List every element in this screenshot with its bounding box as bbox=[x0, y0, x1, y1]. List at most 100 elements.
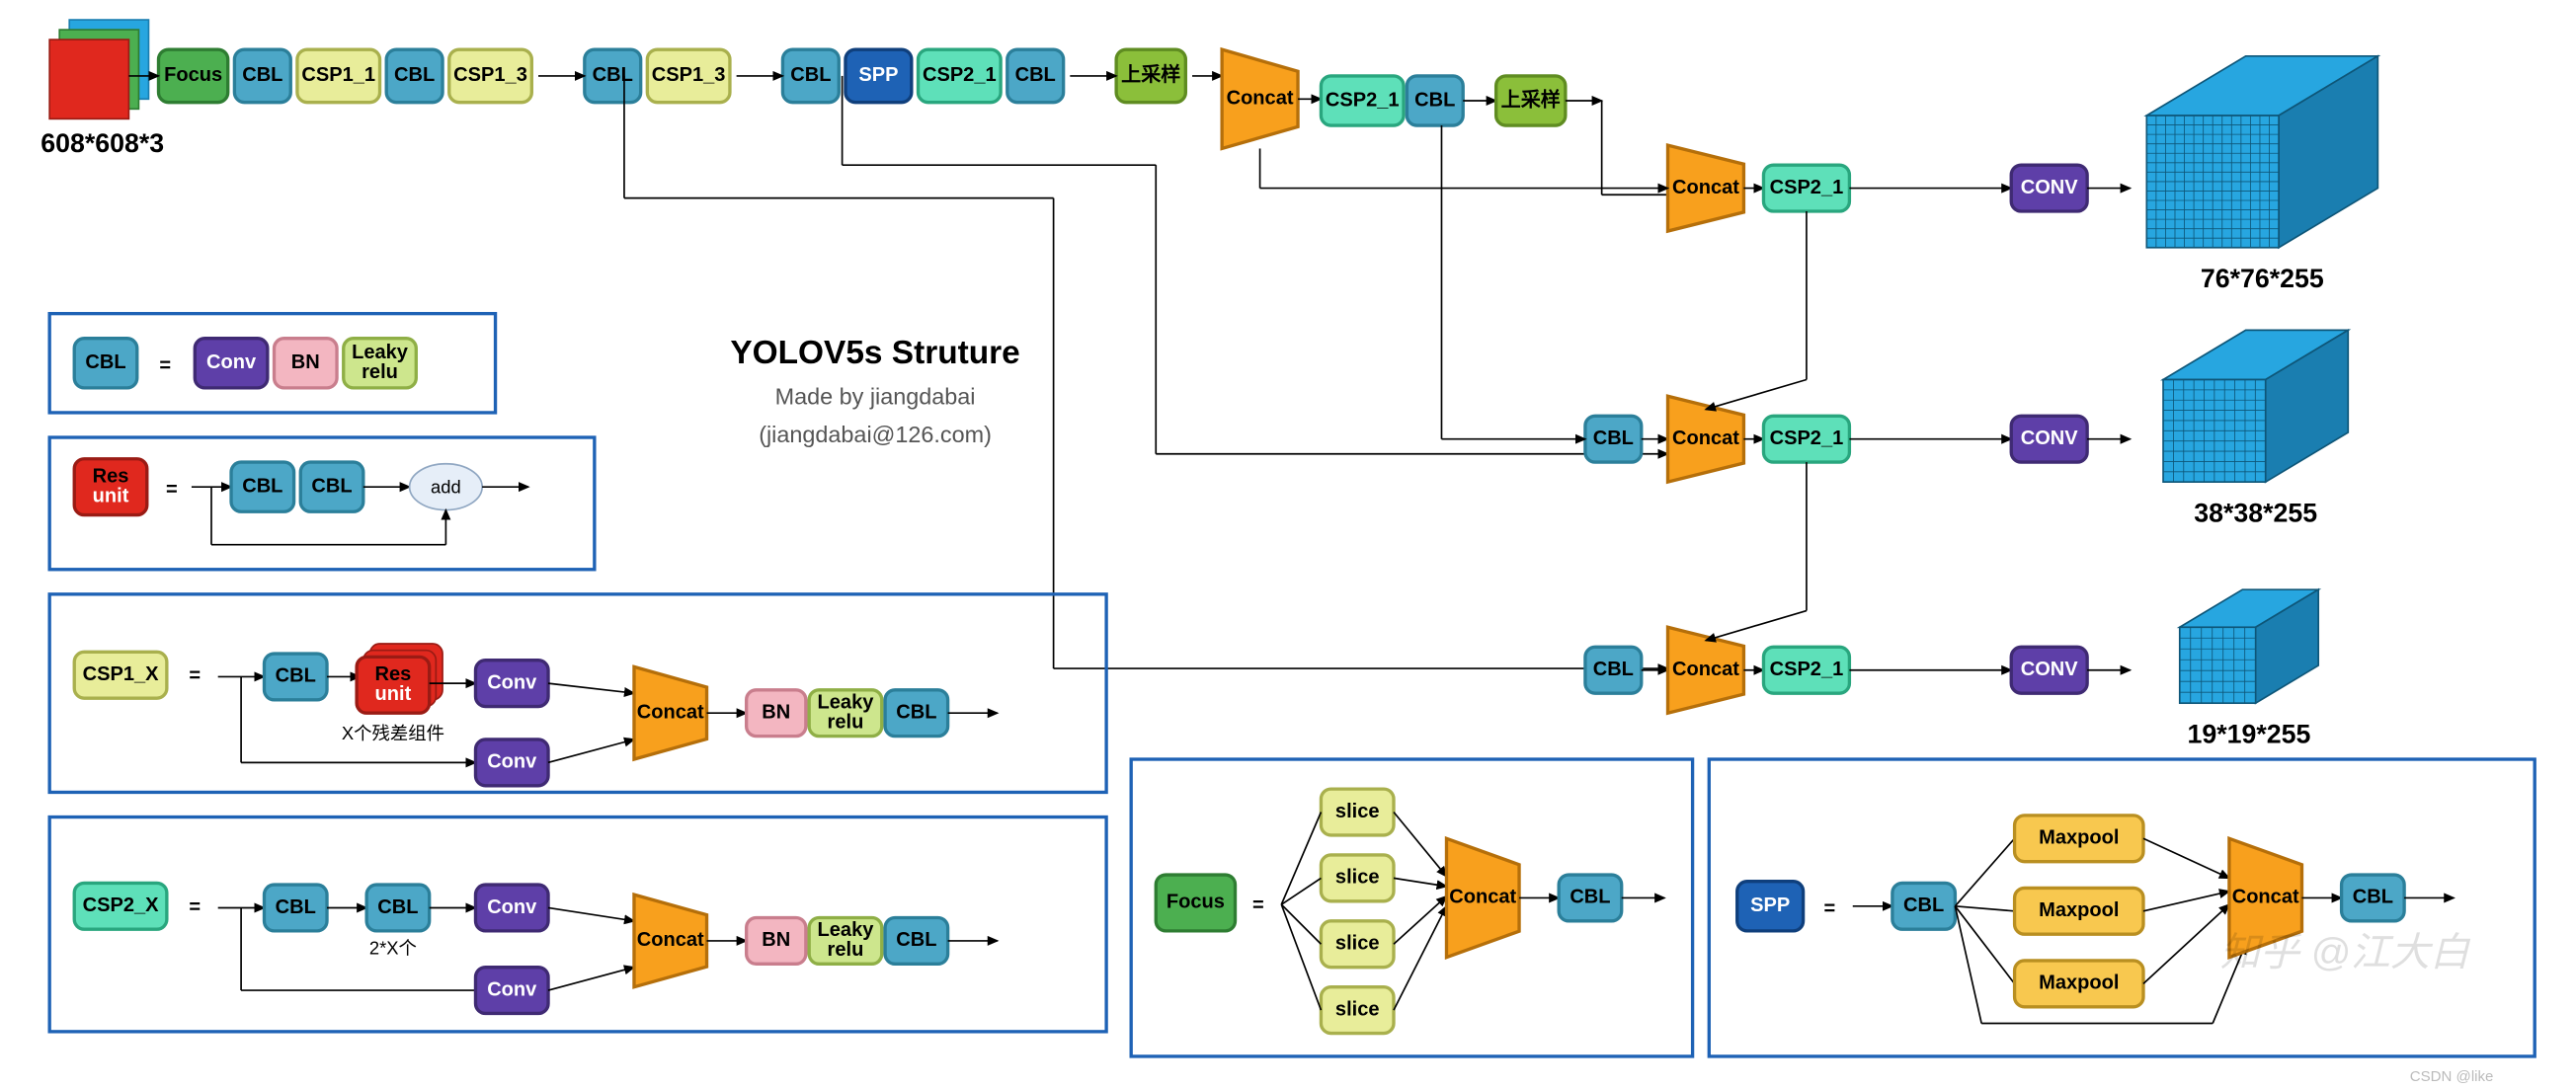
leg-res-cbl2 bbox=[300, 462, 363, 511]
arrow bbox=[1394, 813, 1446, 877]
arrow bbox=[548, 907, 634, 920]
pf-cbl bbox=[1559, 875, 1622, 921]
cbl-pre-c3 bbox=[1585, 647, 1642, 693]
leg-res bbox=[74, 459, 147, 515]
svg-text:=: = bbox=[166, 479, 178, 501]
ps-max1 bbox=[2015, 888, 2143, 934]
leg-csp2x bbox=[74, 883, 167, 929]
csp1-res bbox=[357, 657, 430, 713]
pf-slice1 bbox=[1321, 855, 1394, 901]
arrow bbox=[1394, 878, 1446, 886]
arrow bbox=[2143, 892, 2229, 911]
concat1 bbox=[1222, 49, 1298, 148]
leg-cbl bbox=[74, 339, 137, 388]
svg-text:=: = bbox=[1252, 895, 1264, 916]
cube3-front bbox=[2180, 627, 2256, 703]
pf-slice3 bbox=[1321, 987, 1394, 1034]
svg-text:X个残差组件: X个残差组件 bbox=[342, 723, 444, 743]
csp2-concat bbox=[634, 895, 707, 987]
csp1-concat bbox=[634, 666, 707, 759]
pf-concat bbox=[1446, 838, 1519, 957]
csp2-h1 bbox=[1321, 76, 1404, 125]
csp1-bn bbox=[747, 690, 806, 737]
svg-text:=: = bbox=[189, 665, 201, 687]
watermark: 知乎 @江大白 bbox=[2220, 930, 2471, 974]
arrow bbox=[548, 968, 634, 990]
csp1-block bbox=[449, 49, 532, 102]
email: (jiangdabai@126.com) bbox=[759, 422, 992, 447]
line bbox=[1955, 838, 2014, 906]
concat-b1 bbox=[1668, 145, 1744, 231]
csp2-leaky bbox=[809, 918, 882, 965]
input-cap: 608*608*3 bbox=[40, 128, 164, 158]
input-stack bbox=[49, 20, 148, 118]
cube3-cap: 19*19*255 bbox=[2188, 719, 2311, 748]
conv-b3 bbox=[2011, 647, 2087, 693]
svg-text:=: = bbox=[1823, 897, 1835, 919]
spp-block bbox=[845, 49, 912, 102]
ps-cbl2 bbox=[2342, 875, 2405, 921]
arrow bbox=[548, 739, 634, 762]
cbl-block bbox=[1007, 49, 1064, 102]
focus-block bbox=[159, 49, 228, 102]
cube1-cap: 76*76*255 bbox=[2201, 264, 2324, 293]
ps-cbl1 bbox=[1892, 883, 1956, 929]
cbl-block bbox=[585, 49, 641, 102]
arrow bbox=[1394, 906, 1446, 1010]
csp1-cbl2 bbox=[885, 690, 948, 737]
csp2-cbl2 bbox=[366, 885, 430, 931]
line bbox=[1281, 904, 1321, 1010]
arrow bbox=[1706, 611, 1807, 641]
title: YOLOV5s Struture bbox=[730, 335, 1019, 371]
conv-b1 bbox=[2011, 165, 2087, 211]
ps-max2 bbox=[2015, 961, 2143, 1007]
panel-csp1 bbox=[49, 594, 1106, 793]
leg-csp1x bbox=[74, 652, 167, 698]
line bbox=[1955, 906, 2014, 911]
csp1-block bbox=[297, 49, 380, 102]
svg-text:2*X个: 2*X个 bbox=[369, 937, 417, 958]
cbl-block bbox=[782, 49, 839, 102]
csp2-b3 bbox=[1763, 647, 1849, 693]
svg-text:=: = bbox=[159, 354, 171, 376]
pf-slice0 bbox=[1321, 789, 1394, 835]
up-block bbox=[1116, 49, 1185, 102]
csp2-conv2 bbox=[475, 968, 548, 1014]
cbl-pre-c2 bbox=[1585, 416, 1642, 462]
line bbox=[1281, 904, 1321, 944]
csp2-cblo bbox=[885, 918, 948, 965]
arrow bbox=[548, 683, 634, 693]
ps-spp bbox=[1737, 882, 1804, 931]
footer: CSDN @like bbox=[2410, 1068, 2494, 1085]
svg-text:=: = bbox=[189, 896, 201, 918]
leg-bn bbox=[275, 339, 338, 388]
pf-slice2 bbox=[1321, 921, 1394, 968]
made-by: Made by jiangdabai bbox=[775, 384, 976, 410]
csp1-leaky bbox=[809, 690, 882, 737]
cube2-cap: 38*38*255 bbox=[2194, 498, 2317, 527]
csp2-b1 bbox=[1763, 165, 1849, 211]
arrow bbox=[1706, 380, 1807, 410]
csp1-cbl bbox=[264, 654, 327, 700]
leg-conv bbox=[195, 339, 268, 388]
cbl-block bbox=[234, 49, 290, 102]
pf-focus bbox=[1156, 875, 1235, 931]
ps-max0 bbox=[2015, 816, 2143, 862]
csp2-block bbox=[919, 49, 1002, 102]
arrow bbox=[2143, 838, 2229, 878]
leg-leaky bbox=[344, 339, 417, 388]
cbl-block bbox=[386, 49, 443, 102]
up-h1 bbox=[1496, 76, 1566, 125]
csp1-conv1 bbox=[475, 661, 548, 707]
svg-text:add: add bbox=[431, 477, 461, 498]
csp2-bn bbox=[747, 918, 806, 965]
arrow bbox=[2143, 904, 2229, 983]
csp2-conv1 bbox=[475, 885, 548, 931]
csp1-conv2 bbox=[475, 739, 548, 786]
csp1-block bbox=[647, 49, 730, 102]
cbl-h1 bbox=[1407, 76, 1463, 125]
leg-res-cbl1 bbox=[231, 462, 294, 511]
csp2-cbl1 bbox=[264, 885, 327, 931]
diagram-root: 608*608*3 FocusCBLCSP1_1CBLCSP1_3CBLCSP1… bbox=[0, 0, 2576, 1089]
csp2-b2 bbox=[1763, 416, 1849, 462]
